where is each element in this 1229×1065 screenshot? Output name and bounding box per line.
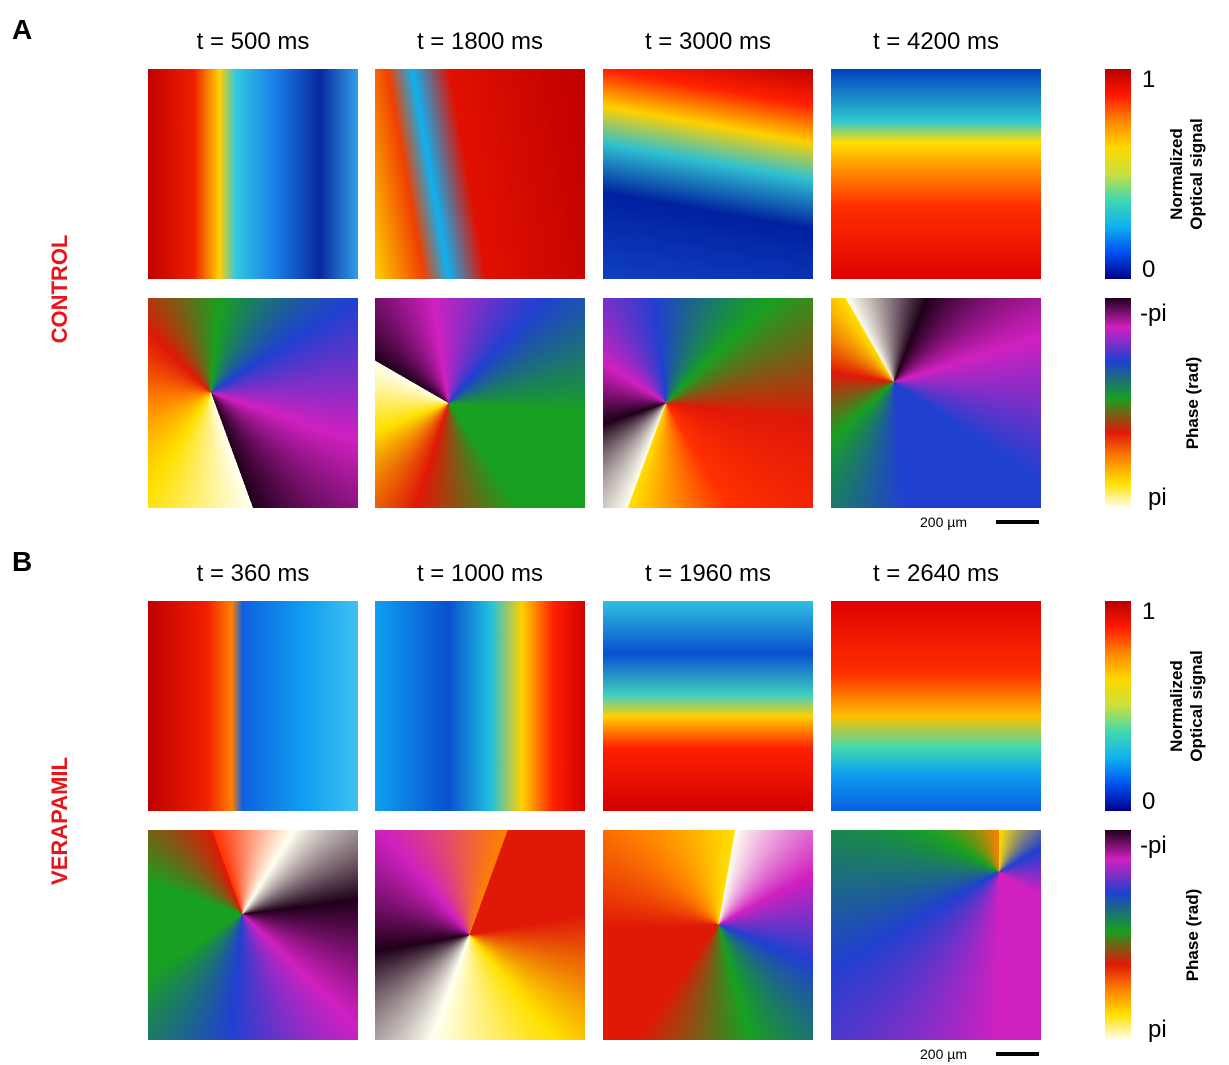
time-label: t = 1000 ms: [370, 560, 590, 588]
signal-colorbar: [1105, 601, 1131, 811]
signal-map: [831, 69, 1041, 279]
colorbar-title-line: Optical signal: [1187, 601, 1207, 811]
signal-map: [375, 601, 585, 811]
signal-map: [148, 601, 358, 811]
colorbar-title: Phase (rad): [1183, 830, 1203, 1040]
signal-map: [603, 69, 813, 279]
scale-bar: [996, 520, 1039, 524]
phase-colorbar: [1105, 298, 1131, 508]
panel-label: B: [12, 546, 32, 578]
colorbar-bottom: pi: [1148, 1016, 1167, 1044]
colorbar-title-line: Normalized: [1167, 69, 1187, 279]
time-label: t = 4200 ms: [826, 28, 1046, 56]
phase-colorbar: [1105, 830, 1131, 1040]
signal-map: [148, 69, 358, 279]
signal-colorbar: [1105, 69, 1131, 279]
colorbar-bottom: pi: [1148, 484, 1167, 512]
phase-map: [375, 830, 585, 1040]
condition-label: CONTROL: [47, 139, 73, 439]
colorbar-title-line: Normalized: [1167, 601, 1187, 811]
panel-label: A: [12, 14, 32, 46]
colorbar-max: 1: [1142, 66, 1155, 94]
phase-map: [148, 298, 358, 508]
phase-map: [375, 298, 585, 508]
colorbar-top: -pi: [1140, 300, 1167, 328]
signal-map: [831, 601, 1041, 811]
time-label: t = 1960 ms: [598, 560, 818, 588]
time-label: t = 3000 ms: [598, 28, 818, 56]
phase-map: [831, 830, 1041, 1040]
condition-label: VERAPAMIL: [47, 671, 73, 971]
colorbar-min: 0: [1142, 256, 1155, 284]
signal-map: [375, 69, 585, 279]
colorbar-max: 1: [1142, 598, 1155, 626]
scale-bar-label: 200 µm: [920, 514, 967, 530]
scale-bar: [996, 1052, 1039, 1056]
phase-map: [603, 298, 813, 508]
figure: A CONTROL t = 500 mst = 1800 ms t = 3000 ms…: [0, 0, 1229, 1065]
colorbar-title: Phase (rad): [1183, 298, 1203, 508]
colorbar-top: -pi: [1140, 832, 1167, 860]
time-label: t = 500 ms: [143, 28, 363, 56]
phase-map: [148, 830, 358, 1040]
colorbar-min: 0: [1142, 788, 1155, 816]
signal-map: [603, 601, 813, 811]
time-label: t = 360 ms: [143, 560, 363, 588]
colorbar-title-line: Optical signal: [1187, 69, 1207, 279]
time-label: t = 1800 ms: [370, 28, 590, 56]
scale-bar-label: 200 µm: [920, 1046, 967, 1062]
phase-map: [603, 830, 813, 1040]
time-label: t = 2640 ms: [826, 560, 1046, 588]
phase-map: [831, 298, 1041, 508]
